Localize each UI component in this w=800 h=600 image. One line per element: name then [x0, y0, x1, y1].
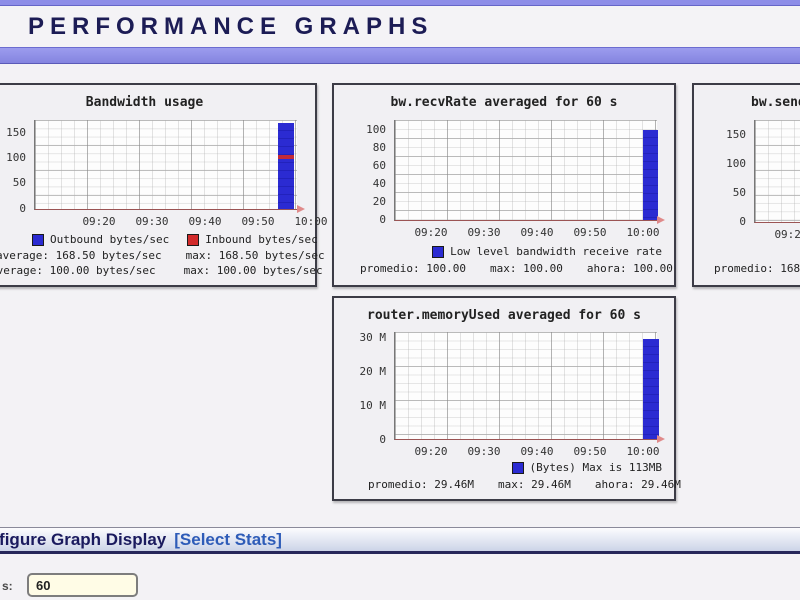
legend-row: (Bytes) Max is 113MB	[334, 461, 674, 474]
x-tick: 09:20	[774, 228, 800, 241]
x-axis-arrow-icon	[297, 205, 305, 213]
stats-row: average: 100.00 bytes/sec max: 100.00 by…	[0, 264, 323, 277]
graph-panel-send-rate: bw.sendRate averaged for 60 s 150 100 50…	[692, 83, 800, 287]
y-tick: 10 M	[359, 399, 387, 412]
y-tick: 20 M	[359, 365, 387, 378]
x-axis-arrow-icon	[657, 216, 665, 224]
y-tick: 100	[366, 123, 386, 136]
plot-area	[754, 120, 800, 223]
graph-title: Bandwidth usage	[85, 95, 204, 110]
stat-promedio: promedio: 29.46M	[368, 478, 474, 491]
stats-row: average: 168.50 bytes/sec max: 168.50 by…	[0, 249, 325, 262]
stat-average: average: 100.00 bytes/sec	[0, 264, 156, 277]
y-tick: 50	[12, 176, 26, 189]
top-accent-strip	[0, 0, 800, 6]
seconds-input-label: s:	[2, 579, 13, 593]
plot-area	[394, 120, 665, 224]
x-tick: 09:50	[241, 215, 275, 228]
y-tick: 50	[732, 186, 746, 199]
y-tick: 0	[379, 433, 386, 446]
seconds-input[interactable]	[27, 573, 138, 597]
x-tick: 09:20	[414, 226, 448, 239]
x-tick: 09:20	[82, 215, 116, 228]
y-tick: 100	[6, 151, 26, 164]
x-tick: 10:00	[626, 226, 660, 239]
x-tick: 09:40	[520, 226, 554, 239]
memory-legend-swatch	[511, 461, 524, 474]
x-tick: 09:30	[467, 445, 501, 458]
select-stats-link[interactable]: [Select Stats]	[174, 529, 282, 549]
plot-area	[394, 332, 665, 443]
configure-section-title: Configure Graph Display	[0, 529, 167, 549]
stat-max: max: 100.00	[489, 262, 563, 275]
header-accent-bar	[0, 47, 800, 64]
y-tick: 20	[372, 195, 386, 208]
y-tick: 80	[372, 141, 386, 154]
stat-promedio: promedio: 168.50	[714, 262, 800, 275]
page-title: PERFORMANCE GRAPHS	[28, 12, 434, 40]
x-tick: 09:40	[188, 215, 222, 228]
legend-label: Inbound bytes/sec	[205, 233, 318, 246]
y-tick: 100	[726, 157, 746, 170]
x-tick: 09:30	[467, 226, 501, 239]
y-tick: 150	[6, 126, 26, 139]
legend-row: Outbound bytes/sec Inbound bytes/sec	[0, 233, 318, 246]
recv-rate-bar	[643, 130, 658, 220]
inbound-legend-swatch	[187, 233, 200, 246]
y-tick: 30 M	[359, 331, 387, 344]
graph-title: router.memoryUsed averaged for 60 s	[367, 308, 641, 323]
x-tick: 09:20	[414, 445, 448, 458]
x-tick: 09:30	[135, 215, 169, 228]
stats-row: promedio: 29.46M max: 29.46M ahora: 29.4…	[334, 478, 681, 491]
y-tick: 0	[19, 202, 26, 215]
stat-average: average: 168.50 bytes/sec	[0, 249, 162, 262]
y-tick: 150	[726, 128, 746, 141]
configure-section-bar: Configure Graph Display [Select Stats]	[0, 527, 800, 554]
stats-row: promedio: 168.50	[694, 262, 800, 275]
legend-row: Low level bandwidth receive rate	[334, 245, 674, 258]
x-tick: 09:50	[573, 445, 607, 458]
plot-area	[34, 120, 305, 213]
legend-label: Outbound bytes/sec	[50, 233, 170, 246]
graph-panel-bandwidth-usage: Bandwidth usage 150 100 50 0 09:20 09:30…	[0, 83, 328, 287]
y-tick: 60	[372, 159, 386, 172]
x-tick: 09:40	[520, 445, 554, 458]
stats-row: promedio: 100.00 max: 100.00 ahora: 100.…	[334, 262, 674, 275]
outbound-bar	[278, 123, 294, 209]
inbound-mark	[278, 155, 294, 159]
x-tick: 09:50	[573, 226, 607, 239]
x-tick: 10:00	[294, 215, 328, 228]
legend-label: Low level bandwidth receive rate	[450, 245, 662, 258]
graph-title: bw.recvRate averaged for 60 s	[390, 95, 618, 110]
x-axis-arrow-icon	[657, 435, 665, 443]
y-tick: 0	[739, 215, 746, 228]
outbound-legend-swatch	[32, 233, 44, 246]
stat-promedio: promedio: 100.00	[360, 262, 466, 275]
stat-ahora: ahora: 29.46M	[594, 478, 681, 491]
stat-max: max: 100.00 bytes/sec	[183, 264, 323, 277]
stat-ahora: ahora: 100.00	[586, 262, 673, 275]
x-tick: 10:00	[626, 445, 660, 458]
graph-panel-memory-used: router.memoryUsed averaged for 60 s 30 M…	[332, 296, 681, 501]
recv-rate-legend-swatch	[432, 245, 445, 258]
legend-label: (Bytes) Max is 113MB	[529, 461, 662, 474]
stat-max: max: 29.46M	[497, 478, 571, 491]
page-header: PERFORMANCE GRAPHS	[0, 6, 800, 47]
graph-title: bw.sendRate averaged for 60 s	[751, 95, 800, 110]
graph-panel-recv-rate: bw.recvRate averaged for 60 s 100 80 60 …	[332, 83, 676, 287]
y-tick: 0	[379, 213, 386, 226]
stat-max: max: 168.50 bytes/sec	[185, 249, 325, 262]
y-tick: 40	[372, 177, 386, 190]
memory-used-bar	[643, 339, 659, 439]
